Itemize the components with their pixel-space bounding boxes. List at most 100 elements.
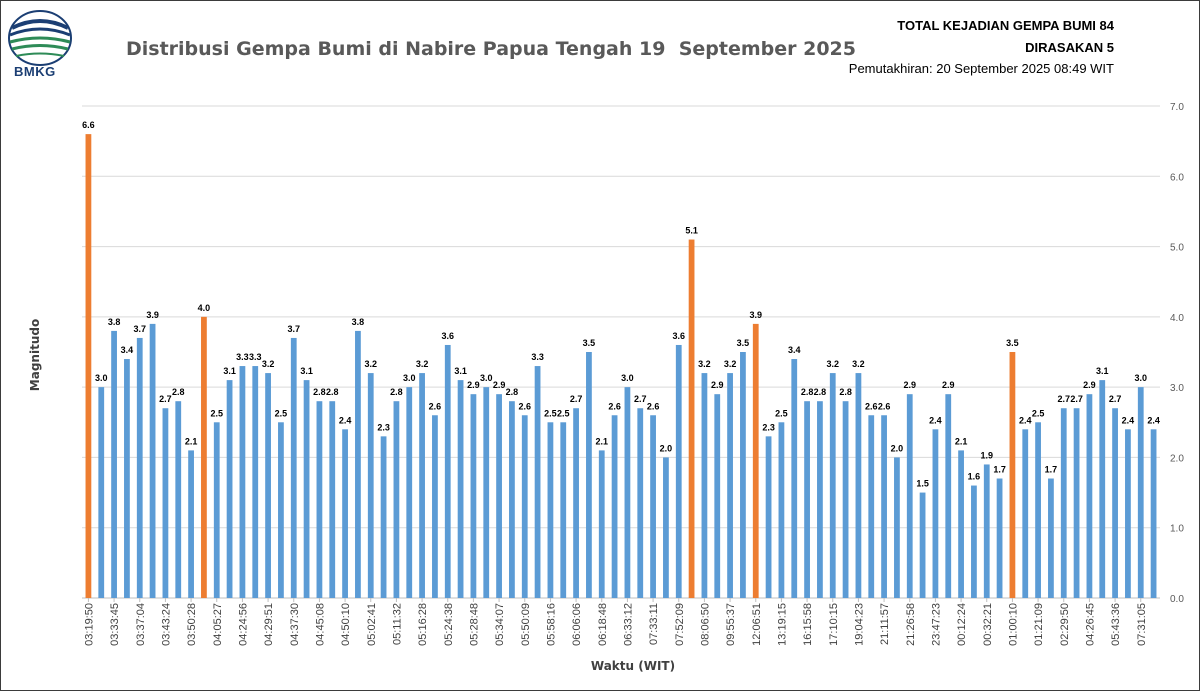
x-tick-label: 03:19:50 bbox=[83, 603, 95, 646]
x-tick-label: 04:37:30 bbox=[289, 603, 301, 646]
data-label: 2.3 bbox=[377, 422, 390, 432]
x-tick-label: 19:04:23 bbox=[853, 603, 865, 646]
y-axis-label: Magnitudo bbox=[28, 319, 42, 391]
data-label: 3.2 bbox=[826, 359, 839, 369]
data-label: 3.0 bbox=[403, 373, 416, 383]
data-label: 2.8 bbox=[506, 387, 519, 397]
y-axis-ticks: 0.0 1.0 2.0 3.0 4.0 5.0 6.0 7.0 bbox=[1170, 102, 1184, 605]
x-tick-label: 04:24:56 bbox=[237, 603, 249, 646]
bar bbox=[1086, 394, 1093, 598]
total-events-label: TOTAL KEJADIAN GEMPA BUMI 84 bbox=[897, 18, 1114, 33]
bar-felt bbox=[85, 134, 92, 598]
data-label: 3.5 bbox=[737, 338, 750, 348]
bar bbox=[1048, 478, 1054, 598]
bar bbox=[1073, 408, 1080, 598]
data-label: 2.7 bbox=[1057, 394, 1070, 404]
x-tick-label: 04:26:45 bbox=[1084, 603, 1096, 646]
bar bbox=[1060, 408, 1067, 598]
data-label: 3.0 bbox=[480, 373, 493, 383]
data-label: 3.4 bbox=[788, 345, 801, 355]
data-label: 3.3 bbox=[531, 352, 544, 362]
x-tick-label: 00:12:24 bbox=[956, 603, 968, 646]
bar bbox=[804, 401, 810, 598]
bar bbox=[521, 415, 528, 598]
bar bbox=[881, 415, 887, 598]
update-timestamp: Pemutakhiran: 20 September 2025 08:49 WI… bbox=[848, 61, 1114, 76]
y-tick-label: 0.0 bbox=[1170, 594, 1184, 605]
data-label: 6.6 bbox=[82, 120, 95, 130]
x-tick-label: 04:45:08 bbox=[314, 603, 326, 646]
bar bbox=[419, 373, 425, 598]
data-label: 2.8 bbox=[839, 387, 852, 397]
data-label: 1.7 bbox=[993, 465, 1006, 475]
x-tick-label: 12:06:51 bbox=[751, 603, 763, 646]
x-tick-label: 07:33:11 bbox=[648, 603, 660, 645]
data-label: 2.1 bbox=[955, 436, 968, 446]
x-axis-ticks: 03:19:50 03:33:45 03:37:04 03:43:24 03:50:28… bbox=[83, 598, 1148, 646]
data-label: 2.6 bbox=[865, 401, 878, 411]
bar bbox=[945, 394, 952, 598]
x-tick-label: 05:11:32 bbox=[391, 603, 403, 645]
bar bbox=[226, 380, 233, 598]
bar bbox=[342, 429, 348, 598]
data-label: 4.0 bbox=[198, 303, 211, 313]
bar bbox=[406, 387, 413, 598]
bar-felt bbox=[752, 323, 759, 598]
bar bbox=[855, 373, 862, 598]
data-label: 3.9 bbox=[146, 310, 159, 320]
y-tick-label: 5.0 bbox=[1170, 243, 1184, 254]
bar bbox=[252, 366, 259, 598]
data-label: 3.2 bbox=[852, 359, 865, 369]
bar bbox=[239, 366, 246, 598]
bar bbox=[483, 387, 490, 598]
data-label: 1.6 bbox=[968, 472, 981, 482]
bar bbox=[149, 323, 156, 598]
data-label: 2.4 bbox=[1147, 415, 1160, 425]
data-label: 1.5 bbox=[916, 479, 929, 489]
bar bbox=[740, 352, 746, 598]
x-tick-label: 03:37:04 bbox=[135, 603, 147, 646]
x-axis-label: Waktu (WIT) bbox=[591, 659, 675, 673]
bar bbox=[1125, 429, 1131, 598]
y-tick-label: 4.0 bbox=[1170, 313, 1184, 324]
x-tick-label: 02:29:50 bbox=[1059, 603, 1071, 646]
data-label: 2.4 bbox=[1019, 415, 1032, 425]
x-tick-label: 09:55:37 bbox=[725, 603, 737, 646]
data-label: 2.7 bbox=[1070, 394, 1083, 404]
data-label: 2.9 bbox=[903, 380, 916, 390]
data-label: 2.9 bbox=[493, 380, 506, 390]
data-label: 2.5 bbox=[775, 408, 788, 418]
grid-layer bbox=[82, 105, 1160, 599]
bars bbox=[85, 134, 1157, 599]
data-label: 2.8 bbox=[313, 387, 326, 397]
bar bbox=[355, 330, 361, 598]
data-label: 2.7 bbox=[1109, 394, 1122, 404]
x-tick-label: 03:33:45 bbox=[109, 603, 121, 646]
felt-events-label: DIRASAKAN 5 bbox=[1025, 40, 1114, 55]
bar bbox=[367, 373, 374, 598]
bar bbox=[560, 422, 567, 598]
x-tick-label: 21:26:58 bbox=[905, 603, 917, 646]
data-label: 3.9 bbox=[749, 310, 762, 320]
data-label: 3.2 bbox=[416, 359, 429, 369]
bar bbox=[829, 373, 836, 598]
y-tick-label: 7.0 bbox=[1170, 102, 1184, 113]
bar bbox=[714, 394, 721, 598]
bar bbox=[932, 429, 939, 598]
bar bbox=[650, 415, 656, 598]
y-tick-label: 3.0 bbox=[1170, 383, 1184, 394]
x-tick-label: 04:29:51 bbox=[263, 603, 275, 646]
bar bbox=[290, 337, 297, 598]
x-tick-label: 03:43:24 bbox=[160, 603, 172, 646]
x-tick-label: 17:10:15 bbox=[828, 603, 840, 646]
data-label: 2.8 bbox=[172, 387, 185, 397]
data-label: 3.0 bbox=[95, 373, 108, 383]
bar bbox=[1035, 422, 1041, 598]
data-label: 3.0 bbox=[1134, 373, 1147, 383]
data-label: 3.0 bbox=[621, 373, 634, 383]
bar bbox=[496, 394, 502, 598]
bar bbox=[701, 373, 708, 598]
bar bbox=[1137, 387, 1144, 598]
bar bbox=[996, 478, 1003, 598]
